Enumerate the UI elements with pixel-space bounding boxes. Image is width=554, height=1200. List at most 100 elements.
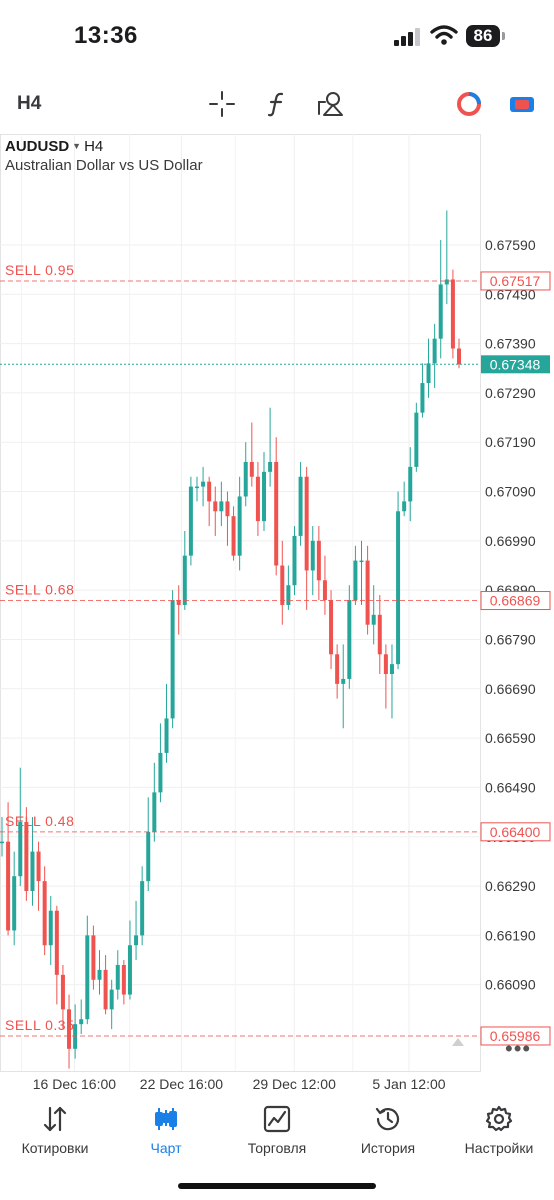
candle-body[interactable] (389, 664, 394, 675)
candle-body[interactable] (219, 501, 224, 512)
candle-body[interactable] (152, 792, 157, 832)
candle-body[interactable] (444, 279, 449, 285)
candle-body[interactable] (0, 841, 4, 844)
candle-body[interactable] (6, 841, 11, 931)
candle-body[interactable] (432, 338, 437, 364)
order-label[interactable]: SELL 0.48 (5, 813, 74, 829)
candle-body[interactable] (408, 466, 413, 502)
candle-body[interactable] (134, 935, 139, 946)
scroll-end-icon[interactable] (452, 1038, 464, 1046)
candle-body[interactable] (18, 821, 23, 877)
candle-body[interactable] (286, 585, 291, 605)
candle-body[interactable] (396, 511, 401, 665)
candle-body[interactable] (383, 654, 388, 675)
chart-area[interactable]: 0.67590 0.67490 0.67390 0.67290 0.67190 0.670… (0, 134, 554, 1096)
order-label[interactable]: SELL 0.68 (5, 582, 74, 598)
candle-body[interactable] (140, 881, 145, 936)
candle-body[interactable] (420, 383, 425, 413)
candle-body[interactable] (438, 284, 443, 339)
candle-body[interactable] (341, 678, 346, 684)
candle-body[interactable] (450, 279, 455, 349)
order-price-tag[interactable] (480, 822, 551, 842)
order-price-tag[interactable] (480, 271, 551, 291)
candle-body[interactable] (42, 881, 47, 946)
timeframe-button[interactable]: H4 (17, 93, 42, 114)
candle-body[interactable] (97, 969, 102, 980)
candle-body[interactable] (67, 1009, 72, 1049)
candle-body[interactable] (201, 481, 206, 487)
candle-body[interactable] (207, 481, 212, 502)
candle-body[interactable] (213, 501, 218, 512)
symbol-name[interactable]: AUDUSD (5, 138, 70, 155)
candle-body[interactable] (292, 535, 297, 586)
candle-body[interactable] (310, 540, 315, 571)
crosshair-icon[interactable] (208, 90, 236, 118)
candle-body[interactable] (426, 363, 431, 384)
nav-trade[interactable]: Торговля (222, 1100, 332, 1170)
symbol-dropdown-icon[interactable]: ▼ (72, 141, 82, 151)
candle-body[interactable] (304, 476, 309, 571)
candle-body[interactable] (353, 560, 358, 601)
nav-history[interactable]: История (333, 1100, 443, 1170)
candle-body[interactable] (36, 851, 41, 882)
indicators-icon[interactable] (263, 90, 291, 118)
candle-body[interactable] (225, 501, 230, 517)
candle-body[interactable] (188, 486, 193, 556)
candle-body[interactable] (414, 412, 419, 467)
candle-body[interactable] (255, 476, 260, 522)
candle-body[interactable] (237, 496, 242, 556)
candle-body[interactable] (170, 600, 175, 719)
candle-body[interactable] (24, 821, 29, 891)
candle-body[interactable] (262, 471, 267, 522)
candle-body[interactable] (79, 1019, 84, 1025)
more-options-icon[interactable]: ••• (505, 1036, 532, 1061)
candle-body[interactable] (164, 718, 169, 753)
candle-body[interactable] (121, 964, 126, 995)
trade-account-icon[interactable] (455, 90, 483, 118)
candle-body[interactable] (322, 580, 327, 601)
candlestick-chart[interactable]: 0.675900.674900.673900.672900.671900.670… (0, 134, 554, 1096)
candle-body[interactable] (274, 461, 279, 566)
order-label[interactable]: SELL 0.95 (5, 262, 74, 278)
candle-body[interactable] (54, 910, 59, 975)
candle-body[interactable] (298, 476, 303, 536)
candle-body[interactable] (280, 565, 285, 605)
candle-body[interactable] (109, 989, 114, 1010)
candle-body[interactable] (359, 560, 364, 563)
record-icon[interactable] (508, 90, 536, 118)
candle-body[interactable] (231, 516, 236, 556)
candle-body[interactable] (103, 969, 108, 1010)
candle-body[interactable] (146, 831, 151, 882)
candle-body[interactable] (329, 600, 334, 655)
order-price-tag[interactable] (480, 1026, 551, 1046)
candle-body[interactable] (457, 348, 461, 365)
candle-body[interactable] (12, 876, 17, 931)
nav-quotes[interactable]: Котировки (0, 1100, 110, 1170)
candle-body[interactable] (127, 945, 132, 995)
candle-body[interactable] (365, 560, 370, 625)
candle-body[interactable] (249, 461, 254, 477)
candle-body[interactable] (115, 964, 120, 990)
order-price-tag[interactable] (480, 591, 551, 611)
candle-body[interactable] (347, 600, 352, 679)
candle-body[interactable] (268, 461, 273, 472)
candle-body[interactable] (377, 614, 382, 655)
candle-body[interactable] (60, 974, 65, 1010)
candle-body[interactable] (48, 910, 53, 946)
candle-body[interactable] (335, 654, 340, 684)
objects-icon[interactable] (316, 90, 344, 118)
candle-body[interactable] (402, 501, 407, 512)
candle-body[interactable] (371, 614, 376, 625)
candle-body[interactable] (182, 555, 187, 605)
candle-body[interactable] (158, 752, 163, 793)
candle-body[interactable] (30, 851, 35, 891)
candle-body[interactable] (316, 540, 321, 581)
candle-body[interactable] (85, 935, 90, 1020)
nav-chart[interactable]: Чарт (111, 1100, 221, 1170)
nav-settings[interactable]: Настройки (444, 1100, 554, 1170)
candle-body[interactable] (91, 935, 96, 980)
candle-body[interactable] (194, 486, 199, 489)
symbol-header[interactable]: AUDUSD ▼ H4 (5, 138, 103, 155)
order-label[interactable]: SELL 0.35 (5, 1017, 74, 1033)
candle-body[interactable] (176, 600, 181, 605)
